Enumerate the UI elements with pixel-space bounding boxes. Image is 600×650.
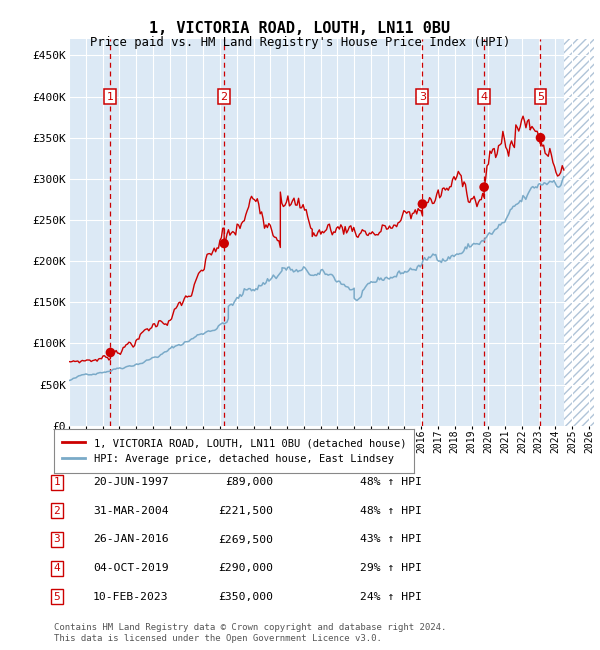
- Text: £89,000: £89,000: [225, 477, 273, 488]
- Text: 48% ↑ HPI: 48% ↑ HPI: [360, 506, 422, 516]
- Text: 2: 2: [221, 92, 228, 101]
- Text: 4: 4: [53, 563, 61, 573]
- Text: £350,000: £350,000: [218, 592, 273, 602]
- Text: 31-MAR-2004: 31-MAR-2004: [93, 506, 169, 516]
- Point: [418, 199, 427, 209]
- Point: [106, 347, 115, 358]
- Point: [479, 182, 489, 192]
- Text: 43% ↑ HPI: 43% ↑ HPI: [360, 534, 422, 545]
- Text: 24% ↑ HPI: 24% ↑ HPI: [360, 592, 422, 602]
- Text: 26-JAN-2016: 26-JAN-2016: [93, 534, 169, 545]
- Point: [536, 133, 545, 143]
- Text: 04-OCT-2019: 04-OCT-2019: [93, 563, 169, 573]
- Text: £221,500: £221,500: [218, 506, 273, 516]
- Text: 10-FEB-2023: 10-FEB-2023: [93, 592, 169, 602]
- Text: 1, VICTORIA ROAD, LOUTH, LN11 0BU: 1, VICTORIA ROAD, LOUTH, LN11 0BU: [149, 21, 451, 36]
- Text: 3: 3: [53, 534, 61, 545]
- Text: 29% ↑ HPI: 29% ↑ HPI: [360, 563, 422, 573]
- Text: 5: 5: [537, 92, 544, 101]
- Text: 48% ↑ HPI: 48% ↑ HPI: [360, 477, 422, 488]
- Legend: 1, VICTORIA ROAD, LOUTH, LN11 0BU (detached house), HPI: Average price, detached: 1, VICTORIA ROAD, LOUTH, LN11 0BU (detac…: [58, 434, 410, 468]
- Point: [220, 239, 229, 249]
- Text: 3: 3: [419, 92, 426, 101]
- Text: 1: 1: [107, 92, 114, 101]
- Text: Contains HM Land Registry data © Crown copyright and database right 2024.
This d: Contains HM Land Registry data © Crown c…: [54, 623, 446, 643]
- Text: 1: 1: [53, 477, 61, 488]
- Text: £269,500: £269,500: [218, 534, 273, 545]
- Text: 2: 2: [53, 506, 61, 516]
- Text: 20-JUN-1997: 20-JUN-1997: [93, 477, 169, 488]
- Text: Price paid vs. HM Land Registry's House Price Index (HPI): Price paid vs. HM Land Registry's House …: [90, 36, 510, 49]
- Text: 5: 5: [53, 592, 61, 602]
- Text: £290,000: £290,000: [218, 563, 273, 573]
- Text: 4: 4: [481, 92, 488, 101]
